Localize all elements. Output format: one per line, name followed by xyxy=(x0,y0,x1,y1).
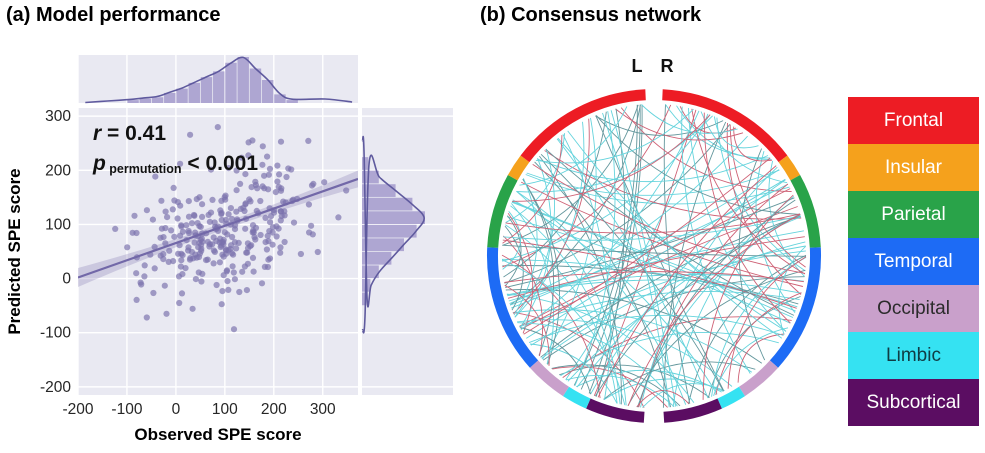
svg-text:100: 100 xyxy=(212,401,238,418)
svg-text:100: 100 xyxy=(45,216,71,233)
legend-item-limbic: Limbic xyxy=(848,332,979,379)
region-legend: Frontal Insular Parietal Temporal Occipi… xyxy=(848,97,979,426)
scatter-jointplot: -200 -100 0 100 200 300 300 200 100 0 -100 -200 Obse… xyxy=(5,55,453,444)
ring-segment-temporal xyxy=(486,247,539,368)
chord-network xyxy=(486,89,822,423)
left-hemisphere-label: L xyxy=(631,56,643,76)
ring-segment-parietal xyxy=(487,175,518,248)
svg-text:0: 0 xyxy=(62,271,71,288)
legend-item-subcortical: Subcortical xyxy=(848,379,979,426)
panel-a-title: (a) Model performance xyxy=(6,4,221,26)
correlation-annotation: r = 0.41 xyxy=(93,122,166,145)
ring-segment-occipital xyxy=(529,360,569,397)
panel-b-title: (b) Consensus network xyxy=(480,4,702,26)
ring-segment-limbic xyxy=(717,386,745,409)
legend-item-temporal: Temporal xyxy=(848,238,979,285)
right-hemisphere-label: R xyxy=(660,56,674,76)
ring-segment-subcortical xyxy=(586,398,645,423)
svg-text:200: 200 xyxy=(45,162,71,179)
axis-ticks: -200 -100 0 100 200 300 300 200 100 0 -100 -200 xyxy=(40,108,336,418)
svg-text:-100: -100 xyxy=(111,401,142,418)
scatter-points xyxy=(112,124,350,333)
top-histogram xyxy=(85,56,353,104)
ring-segment-subcortical xyxy=(663,398,722,423)
svg-text:200: 200 xyxy=(261,401,287,418)
x-axis-label: Observed SPE score xyxy=(134,425,301,444)
svg-text:300: 300 xyxy=(45,108,71,125)
svg-text:-100: -100 xyxy=(40,325,71,342)
ring-segment-frontal xyxy=(520,89,646,163)
ring-segment-limbic xyxy=(563,386,591,409)
svg-text:0: 0 xyxy=(172,401,181,418)
svg-text:300: 300 xyxy=(310,401,336,418)
legend-item-insular: Insular xyxy=(848,144,979,191)
legend-item-occipital: Occipital xyxy=(848,285,979,332)
regression xyxy=(78,124,358,333)
svg-text:-200: -200 xyxy=(62,401,93,418)
chord-edges xyxy=(501,104,807,408)
ring-segment-frontal xyxy=(662,89,788,163)
legend-item-parietal: Parietal xyxy=(848,191,979,238)
ring-segment-insular xyxy=(507,155,530,181)
region-ring xyxy=(486,89,822,423)
right-histogram xyxy=(361,135,425,334)
ring-segment-temporal xyxy=(769,247,822,368)
pvalue-annotation: p permutation < 0.001 xyxy=(92,152,258,176)
y-axis-label: Predicted SPE score xyxy=(5,168,24,334)
legend-item-frontal: Frontal xyxy=(848,97,979,144)
ring-segment-occipital xyxy=(739,360,779,397)
ring-segment-parietal xyxy=(790,175,821,248)
ring-segment-insular xyxy=(778,155,801,181)
svg-text:-200: -200 xyxy=(40,379,71,396)
